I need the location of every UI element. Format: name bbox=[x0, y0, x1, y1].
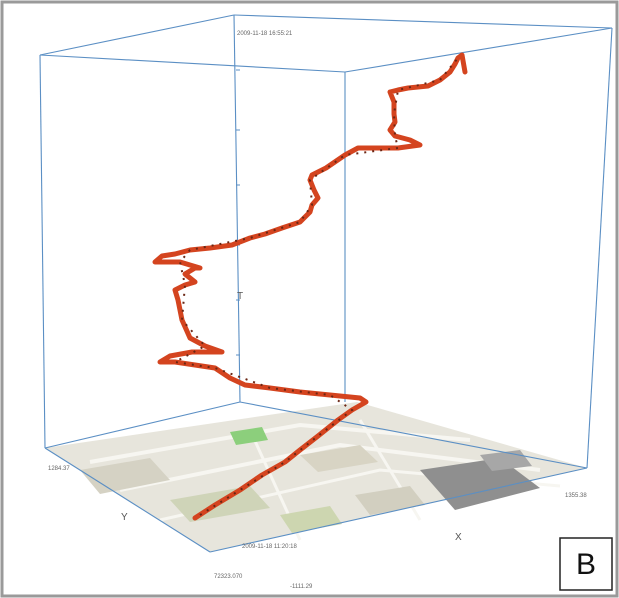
cube-edge-back bbox=[239, 401, 588, 469]
trajectory-path bbox=[152, 52, 468, 521]
cube-edge bbox=[39, 54, 46, 449]
cube-edge bbox=[586, 27, 613, 469]
map-park bbox=[230, 427, 268, 445]
y-max-label: 1284.37 bbox=[48, 466, 70, 472]
cube-edge bbox=[344, 27, 613, 73]
y-min-label: 72323.070 bbox=[214, 574, 243, 580]
time-bottom-label: 2009-11-18 11:20:18 bbox=[242, 544, 297, 550]
x-axis-name: X bbox=[455, 532, 462, 543]
space-time-cube bbox=[39, 14, 613, 553]
cube-edge bbox=[209, 467, 588, 553]
cube-edge bbox=[39, 54, 346, 73]
panel-label-frame bbox=[559, 537, 613, 591]
panel-label-box: B bbox=[559, 537, 613, 591]
map-floor bbox=[45, 402, 587, 552]
t-axis-name: T bbox=[237, 291, 243, 302]
cube-edge-back bbox=[44, 401, 241, 449]
y-axis-name: Y bbox=[121, 512, 128, 523]
map-block bbox=[300, 445, 378, 472]
cube-edge bbox=[44, 447, 211, 553]
x-min-label: -1111.29 bbox=[290, 584, 313, 590]
cube-edge-back bbox=[233, 14, 241, 403]
panel-label: B bbox=[576, 548, 596, 581]
x-max-label: 1355.38 bbox=[565, 493, 587, 499]
cube-edge bbox=[233, 14, 613, 29]
trajectory-density bbox=[171, 57, 459, 516]
trajectory bbox=[152, 52, 468, 521]
map-block bbox=[80, 458, 170, 494]
map-street bbox=[119, 442, 541, 492]
cube-edge bbox=[39, 14, 235, 56]
map-dark-block bbox=[420, 458, 540, 510]
time-top-label: 2009-11-18 16:55:21 bbox=[237, 31, 293, 37]
